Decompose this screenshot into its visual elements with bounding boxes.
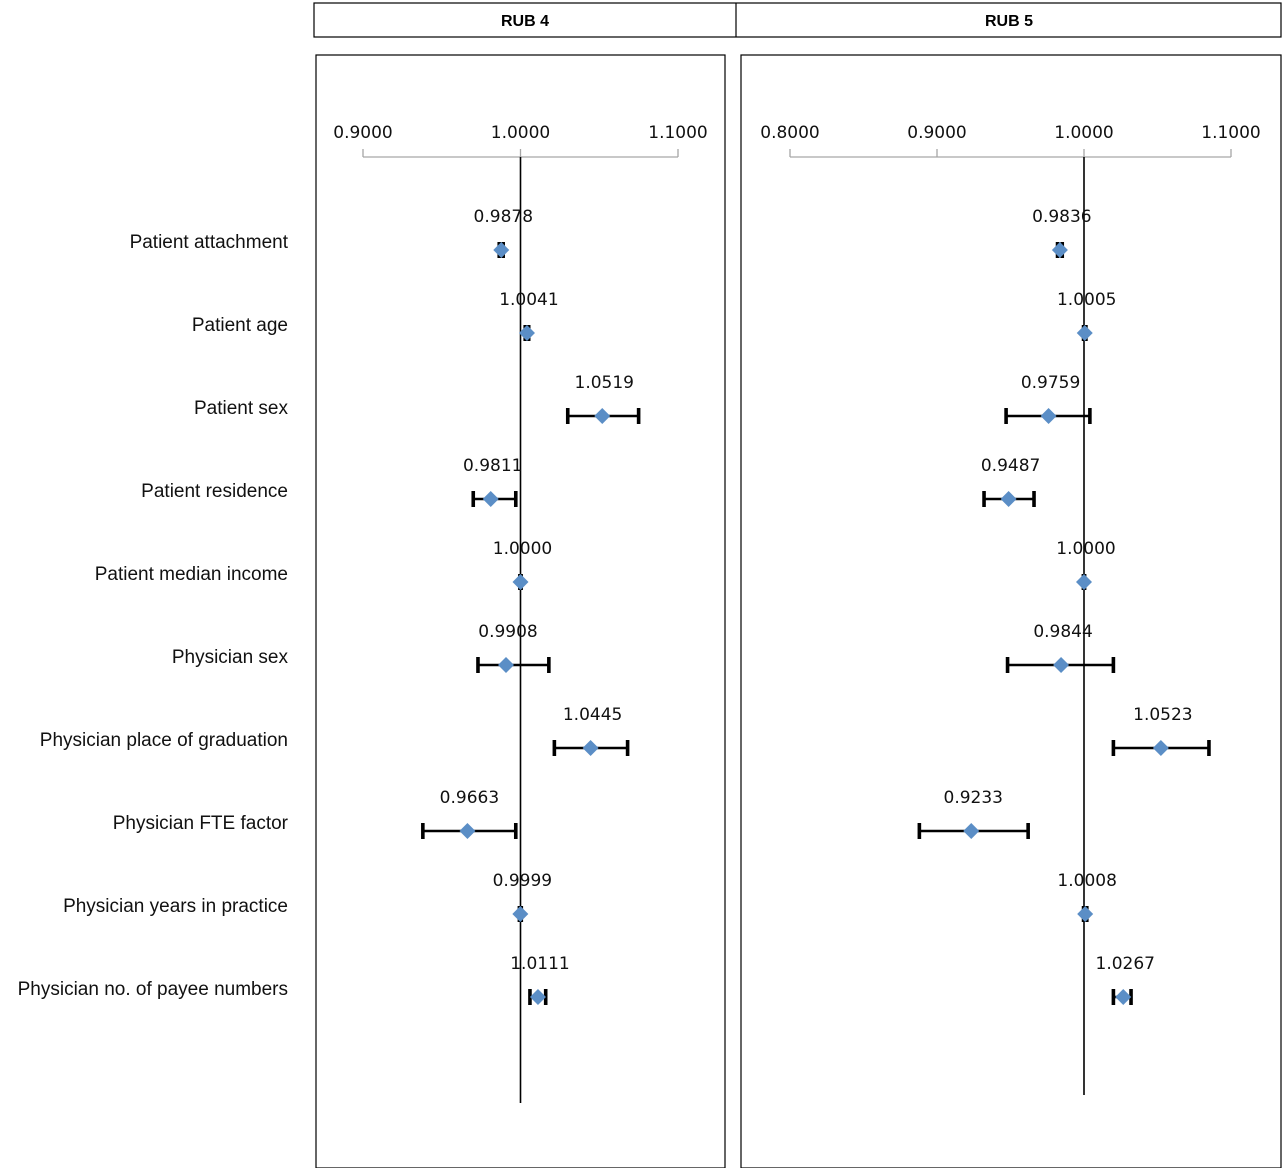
estimate-row-8: 0.9663 [421, 788, 518, 839]
estimate-marker [1115, 989, 1132, 1005]
estimate-marker [529, 989, 546, 1005]
x-tick-label: 1.0000 [1054, 123, 1113, 143]
estimate-row-9: 1.0008 [1057, 871, 1117, 922]
row-label-5: Patient median income [95, 564, 288, 585]
estimate-marker [1051, 242, 1068, 258]
value-label: 1.0519 [575, 373, 634, 393]
value-label: 1.0523 [1133, 705, 1192, 725]
estimate-marker [1076, 574, 1092, 590]
estimate-row-2: 1.0005 [1057, 290, 1116, 341]
estimate-row-3: 1.0519 [565, 373, 641, 424]
row-label-8: Physician FTE factor [113, 813, 289, 834]
value-label: 0.9811 [463, 456, 522, 476]
estimate-marker [459, 823, 476, 839]
value-label: 0.9663 [440, 788, 499, 808]
estimate-row-4: 0.9487 [981, 456, 1040, 507]
estimate-marker [963, 823, 980, 839]
value-label: 0.9487 [981, 456, 1040, 476]
row-label-3: Patient sex [194, 398, 288, 419]
header-box [313, 2, 1282, 38]
panel-frame [315, 54, 726, 1168]
value-label: 0.9908 [478, 622, 537, 642]
x-tick-label: 1.1000 [648, 123, 707, 143]
estimate-marker [1077, 906, 1094, 922]
row-label-1: Patient attachment [130, 232, 289, 253]
value-label: 1.0005 [1057, 290, 1116, 310]
value-label: 1.0000 [1056, 539, 1115, 559]
panel-title-rub5: RUB 5 [985, 13, 1033, 30]
estimate-row-1: 0.9878 [474, 207, 533, 258]
estimate-marker [512, 574, 529, 590]
estimate-marker [582, 740, 599, 756]
estimate-marker [1053, 657, 1070, 673]
estimate-row-1: 0.9836 [1032, 207, 1092, 258]
row-label-10: Physician no. of payee numbers [18, 979, 288, 1000]
value-label: 0.9836 [1032, 207, 1091, 227]
estimate-row-10: 1.0111 [510, 954, 570, 1005]
value-label: 0.9233 [944, 788, 1003, 808]
estimate-row-3: 0.9759 [1004, 373, 1092, 424]
estimate-row-5: 1.0000 [1056, 539, 1116, 590]
estimate-marker [1040, 408, 1057, 424]
x-tick-label: 1.1000 [1201, 123, 1260, 143]
row-label-7: Physician place of graduation [40, 730, 288, 751]
panel-frame [740, 54, 1282, 1168]
estimate-marker [482, 491, 499, 507]
estimate-marker [512, 906, 529, 922]
x-tick-label: 0.9000 [907, 123, 966, 143]
estimate-row-7: 1.0445 [552, 705, 630, 756]
value-label: 0.9844 [1033, 622, 1092, 642]
estimate-marker [1000, 491, 1017, 507]
value-label: 1.0267 [1096, 954, 1155, 974]
panel-title-rub4: RUB 4 [501, 13, 549, 30]
panel-rub5: 0.8000 0.9000 1.0000 1.1000 0.9836 1.0005 0.97… [740, 54, 1282, 1168]
estimate-row-4: 0.9811 [463, 456, 522, 507]
x-tick-label: 0.9000 [333, 123, 392, 143]
value-label: 0.9999 [493, 871, 552, 891]
estimate-row-2: 1.0041 [499, 290, 559, 341]
x-tick-label: 1.0000 [491, 123, 550, 143]
row-label-2: Patient age [192, 315, 288, 336]
x-tick-label: 0.8000 [760, 123, 819, 143]
value-label: 1.0445 [563, 705, 622, 725]
value-label: 0.9759 [1021, 373, 1080, 393]
estimate-row-8: 0.9233 [917, 788, 1030, 839]
estimate-marker [498, 657, 515, 673]
estimate-marker [1152, 740, 1169, 756]
estimate-row-6: 0.9908 [476, 622, 551, 673]
value-label: 1.0111 [510, 954, 569, 974]
value-label: 1.0041 [499, 290, 558, 310]
panel-headers: RUB 4 RUB 5 [313, 2, 1282, 38]
row-label-9: Physician years in practice [63, 896, 288, 917]
estimate-marker [518, 325, 535, 341]
estimate-row-7: 1.0523 [1111, 705, 1211, 756]
estimate-row-10: 1.0267 [1096, 954, 1155, 1005]
value-label: 1.0000 [493, 539, 552, 559]
row-label-6: Physician sex [172, 647, 289, 668]
value-label: 0.9878 [474, 207, 533, 227]
estimate-marker [493, 242, 510, 258]
estimate-marker [1076, 325, 1093, 341]
row-label-4: Patient residence [141, 481, 288, 502]
estimate-row-6: 0.9844 [1005, 622, 1116, 673]
estimate-row-5: 1.0000 [493, 539, 552, 590]
row-labels: Patient attachment Patient age Patient sex… [18, 232, 289, 1000]
value-label: 1.0008 [1057, 871, 1116, 891]
panel-rub4: 0.9000 1.0000 1.1000 0.9878 1.0041 1.0519 0.98… [315, 54, 726, 1168]
estimate-marker [594, 408, 611, 424]
estimate-row-9: 0.9999 [493, 871, 552, 922]
